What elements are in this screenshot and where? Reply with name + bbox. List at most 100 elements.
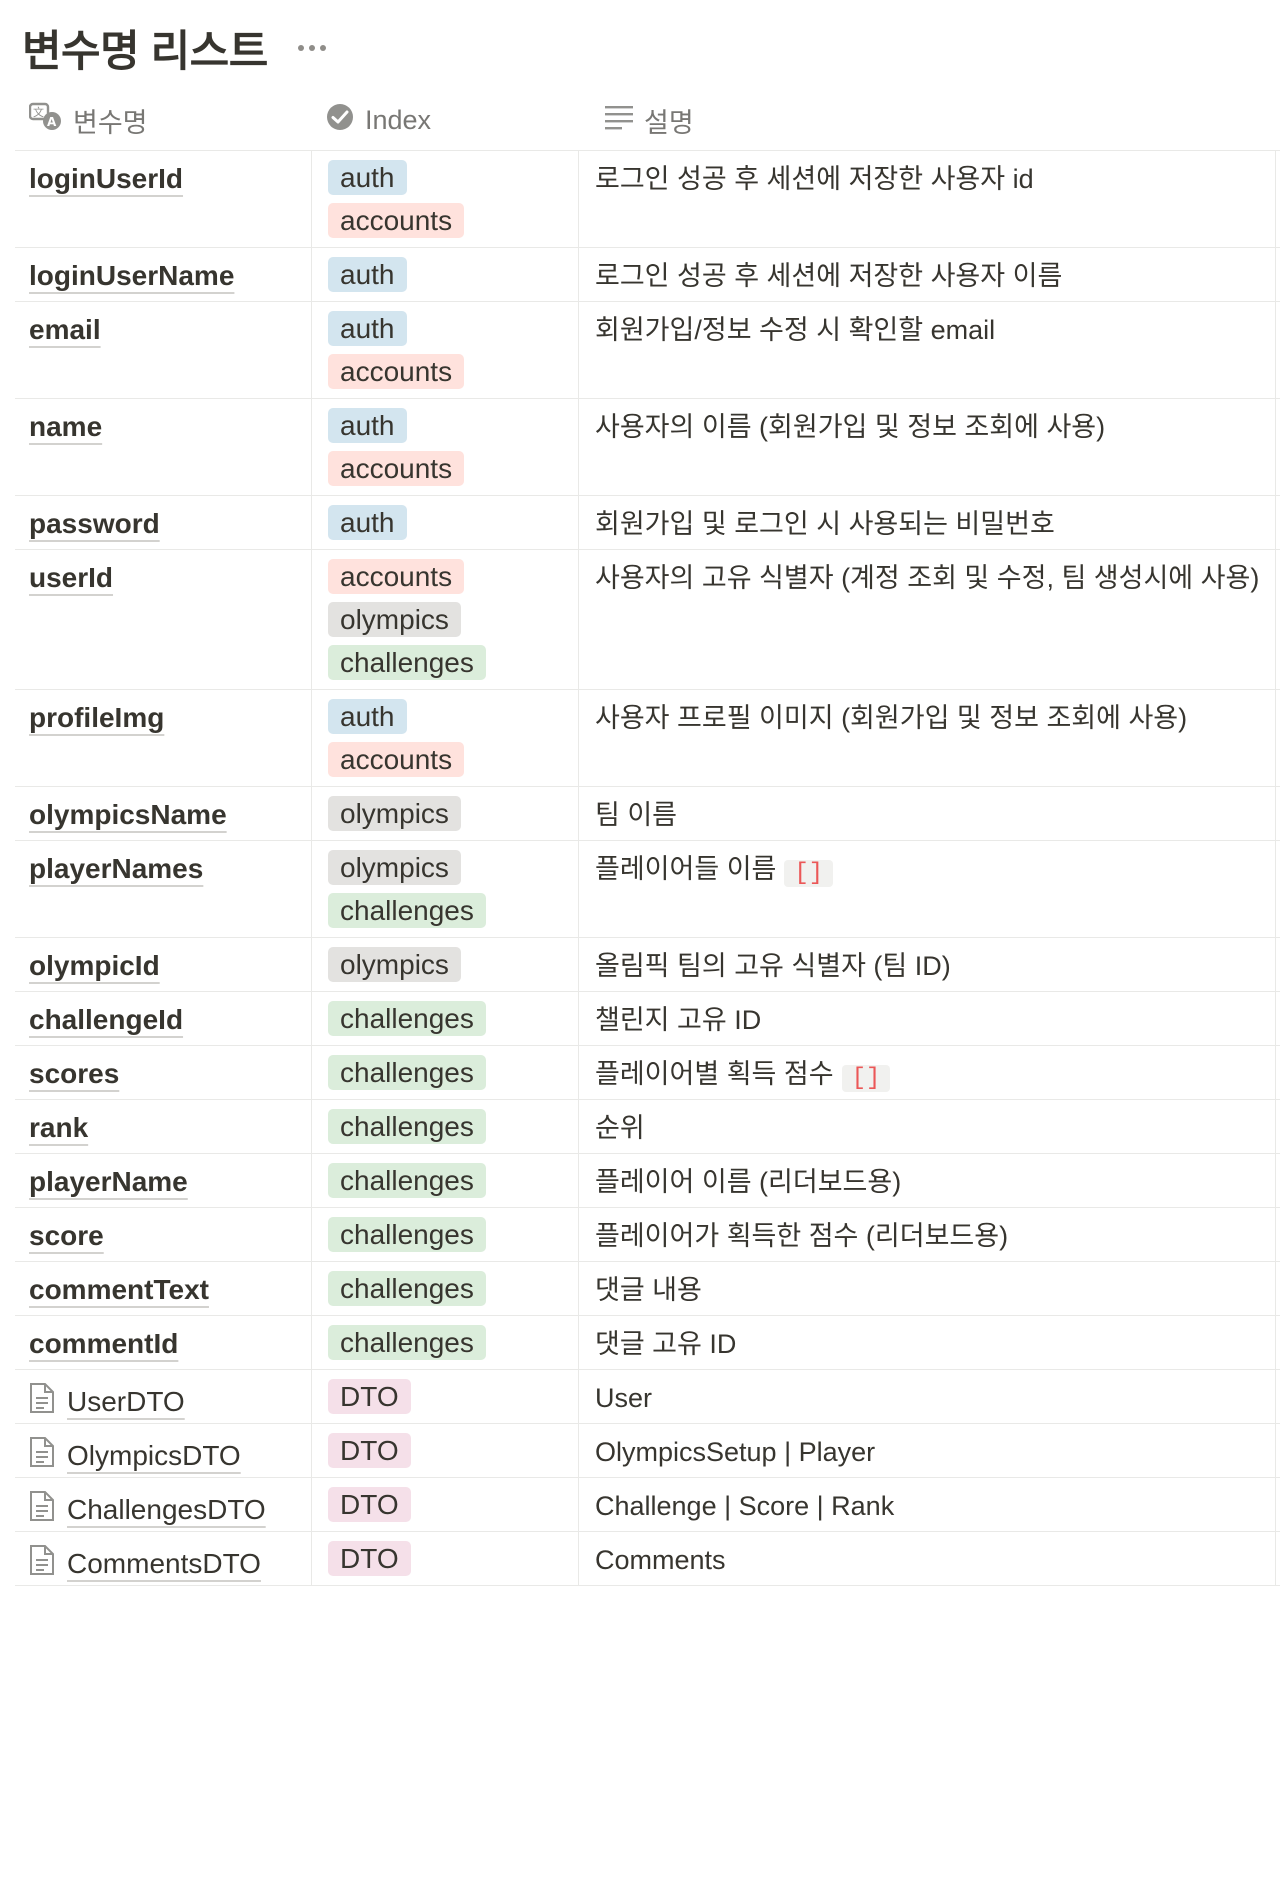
page-title[interactable]: 변수명 리스트 <box>22 28 268 76</box>
table-row[interactable]: playerName challenges 플레이어 이름 (리더보드용) <box>15 1154 1280 1208</box>
name-cell[interactable]: commentId <box>15 1316 311 1369</box>
column-header-name[interactable]: 文 A 변수명 <box>15 90 311 150</box>
variable-name[interactable]: olympicsName <box>29 799 227 831</box>
variable-name[interactable]: playerNames <box>29 853 203 885</box>
index-cell[interactable]: challenges <box>311 1316 578 1369</box>
column-header-index[interactable]: Index <box>311 90 578 150</box>
table-row[interactable]: olympicId olympics 올림픽 팀의 고유 식별자 (팀 ID) <box>15 938 1280 992</box>
name-cell[interactable]: playerName <box>15 1154 311 1207</box>
table-row[interactable]: ChallengesDTO DTO Challenge | Score | Rank <box>15 1478 1280 1532</box>
description-cell[interactable]: 사용자 프로필 이미지 (회원가입 및 정보 조회에 사용) <box>578 690 1276 786</box>
description-cell[interactable]: OlympicsSetup | Player <box>578 1424 1276 1477</box>
column-header-description[interactable]: 설명 <box>578 90 1276 150</box>
variable-name[interactable]: challengeId <box>29 1004 183 1036</box>
index-cell[interactable]: auth accounts <box>311 151 578 247</box>
variable-name[interactable]: profileImg <box>29 702 164 734</box>
index-cell[interactable]: olympics challenges <box>311 841 578 937</box>
description-cell[interactable]: 댓글 고유 ID <box>578 1316 1276 1369</box>
description-cell[interactable]: 순위 <box>578 1100 1276 1153</box>
description-cell[interactable]: 로그인 성공 후 세션에 저장한 사용자 id <box>578 151 1276 247</box>
name-cell[interactable]: score <box>15 1208 311 1261</box>
name-cell[interactable]: olympicsName <box>15 787 311 840</box>
description-cell[interactable]: 플레이어별 획득 점수[] <box>578 1046 1276 1099</box>
variable-name[interactable]: commentId <box>29 1328 178 1360</box>
table-row[interactable]: password auth 회원가입 및 로그인 시 사용되는 비밀번호 <box>15 496 1280 550</box>
table-row[interactable]: userId accounts olympics challenges 사용자의 고유 … <box>15 550 1280 690</box>
index-cell[interactable]: DTO <box>311 1478 578 1531</box>
description-cell[interactable]: Comments <box>578 1532 1276 1585</box>
name-cell[interactable]: password <box>15 496 311 549</box>
variable-name[interactable]: password <box>29 508 160 540</box>
more-options-icon[interactable] <box>296 39 328 57</box>
description-cell[interactable]: 로그인 성공 후 세션에 저장한 사용자 이름 <box>578 248 1276 301</box>
index-cell[interactable]: auth accounts <box>311 302 578 398</box>
variable-name[interactable]: rank <box>29 1112 88 1144</box>
variable-name[interactable]: playerName <box>29 1166 188 1198</box>
description-cell[interactable]: 사용자의 이름 (회원가입 및 정보 조회에 사용) <box>578 399 1276 495</box>
index-cell[interactable]: challenges <box>311 1208 578 1261</box>
variable-name[interactable]: name <box>29 411 102 443</box>
description-cell[interactable]: User <box>578 1370 1276 1423</box>
page-link[interactable]: UserDTO <box>29 1382 185 1421</box>
index-cell[interactable]: challenges <box>311 992 578 1045</box>
table-row[interactable]: commentId challenges 댓글 고유 ID <box>15 1316 1280 1370</box>
description-cell[interactable]: 팀 이름 <box>578 787 1276 840</box>
table-row[interactable]: challengeId challenges 챌린지 고유 ID <box>15 992 1280 1046</box>
variable-name[interactable]: scores <box>29 1058 119 1090</box>
description-cell[interactable]: 챌린지 고유 ID <box>578 992 1276 1045</box>
table-row[interactable]: loginUserName auth 로그인 성공 후 세션에 저장한 사용자 이름 <box>15 248 1280 302</box>
name-cell[interactable]: UserDTO <box>15 1370 311 1423</box>
page-link[interactable]: ChallengesDTO <box>29 1490 266 1529</box>
variable-name[interactable]: score <box>29 1220 104 1252</box>
table-row[interactable]: email auth accounts 회원가입/정보 수정 시 확인할 email <box>15 302 1280 399</box>
index-cell[interactable]: challenges <box>311 1154 578 1207</box>
description-cell[interactable]: 회원가입 및 로그인 시 사용되는 비밀번호 <box>578 496 1276 549</box>
description-cell[interactable]: 올림픽 팀의 고유 식별자 (팀 ID) <box>578 938 1276 991</box>
variable-name[interactable]: userId <box>29 562 113 594</box>
description-cell[interactable]: 사용자의 고유 식별자 (계정 조회 및 수정, 팀 생성시에 사용) <box>578 550 1276 689</box>
description-cell[interactable]: 플레이어 이름 (리더보드용) <box>578 1154 1276 1207</box>
table-row[interactable]: CommentsDTO DTO Comments <box>15 1532 1280 1586</box>
name-cell[interactable]: olympicId <box>15 938 311 991</box>
variable-name[interactable]: loginUserName <box>29 260 234 292</box>
name-cell[interactable]: profileImg <box>15 690 311 786</box>
description-cell[interactable]: 플레이어가 획득한 점수 (리더보드용) <box>578 1208 1276 1261</box>
table-row[interactable]: profileImg auth accounts 사용자 프로필 이미지 (회원가입 … <box>15 690 1280 787</box>
name-cell[interactable]: email <box>15 302 311 398</box>
table-row[interactable]: playerNames olympics challenges 플레이어들 이름[] <box>15 841 1280 938</box>
index-cell[interactable]: challenges <box>311 1262 578 1315</box>
index-cell[interactable]: accounts olympics challenges <box>311 550 578 689</box>
table-row[interactable]: commentText challenges 댓글 내용 <box>15 1262 1280 1316</box>
name-cell[interactable]: loginUserName <box>15 248 311 301</box>
name-cell[interactable]: commentText <box>15 1262 311 1315</box>
index-cell[interactable]: challenges <box>311 1100 578 1153</box>
description-cell[interactable]: Challenge | Score | Rank <box>578 1478 1276 1531</box>
name-cell[interactable]: playerNames <box>15 841 311 937</box>
page-link[interactable]: OlympicsDTO <box>29 1436 241 1475</box>
table-row[interactable]: scores challenges 플레이어별 획득 점수[] <box>15 1046 1280 1100</box>
table-row[interactable]: score challenges 플레이어가 획득한 점수 (리더보드용) <box>15 1208 1280 1262</box>
index-cell[interactable]: DTO <box>311 1532 578 1585</box>
table-row[interactable]: OlympicsDTO DTO OlympicsSetup | Player <box>15 1424 1280 1478</box>
variable-name[interactable]: loginUserId <box>29 163 183 195</box>
page-link[interactable]: CommentsDTO <box>29 1544 261 1583</box>
table-row[interactable]: rank challenges 순위 <box>15 1100 1280 1154</box>
index-cell[interactable]: olympics <box>311 938 578 991</box>
table-row[interactable]: loginUserId auth accounts 로그인 성공 후 세션에 저장한 … <box>15 151 1280 248</box>
description-cell[interactable]: 플레이어들 이름[] <box>578 841 1276 937</box>
table-row[interactable]: name auth accounts 사용자의 이름 (회원가입 및 정보 조회에 사… <box>15 399 1280 496</box>
name-cell[interactable]: rank <box>15 1100 311 1153</box>
index-cell[interactable]: auth <box>311 248 578 301</box>
index-cell[interactable]: DTO <box>311 1424 578 1477</box>
index-cell[interactable]: challenges <box>311 1046 578 1099</box>
index-cell[interactable]: auth <box>311 496 578 549</box>
variable-name[interactable]: olympicId <box>29 950 160 982</box>
index-cell[interactable]: auth accounts <box>311 690 578 786</box>
name-cell[interactable]: scores <box>15 1046 311 1099</box>
index-cell[interactable]: auth accounts <box>311 399 578 495</box>
variable-name[interactable]: commentText <box>29 1274 209 1306</box>
variable-name[interactable]: email <box>29 314 101 346</box>
name-cell[interactable]: loginUserId <box>15 151 311 247</box>
name-cell[interactable]: OlympicsDTO <box>15 1424 311 1477</box>
description-cell[interactable]: 회원가입/정보 수정 시 확인할 email <box>578 302 1276 398</box>
